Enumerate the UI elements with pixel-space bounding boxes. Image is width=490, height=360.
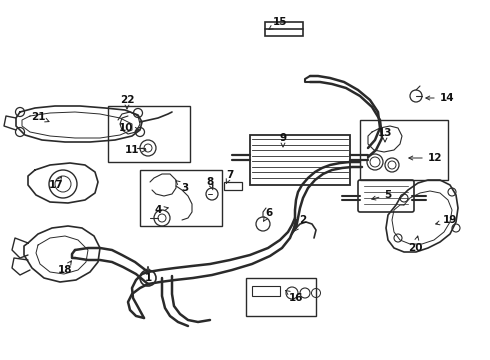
Bar [360,120,448,180]
Text: 15: 15 [269,17,287,30]
Text: 13: 13 [378,128,392,142]
Text: 21: 21 [31,112,49,122]
Text: 5: 5 [372,190,392,200]
Text: 7: 7 [226,170,234,183]
Bar [252,286,280,296]
Bar [224,182,242,190]
Text: 8: 8 [206,177,214,190]
Text: 16: 16 [286,291,303,303]
Text: 1: 1 [145,267,151,283]
Bar [246,278,316,316]
Bar [265,22,303,36]
Text: 14: 14 [426,93,454,103]
Text: 2: 2 [294,215,307,231]
Text: 9: 9 [279,133,287,147]
Text: 12: 12 [409,153,442,163]
Text: 3: 3 [176,181,189,193]
Text: 11: 11 [125,145,146,155]
Text: 17: 17 [49,177,63,190]
Text: 22: 22 [120,95,134,109]
Text: 10: 10 [119,123,139,133]
Bar [108,106,190,162]
Bar [250,135,350,185]
Text: 4: 4 [154,205,168,215]
Text: 18: 18 [58,261,72,275]
Text: 19: 19 [436,215,457,225]
Text: 20: 20 [408,236,422,253]
Bar [140,170,222,226]
Text: 6: 6 [264,208,272,221]
